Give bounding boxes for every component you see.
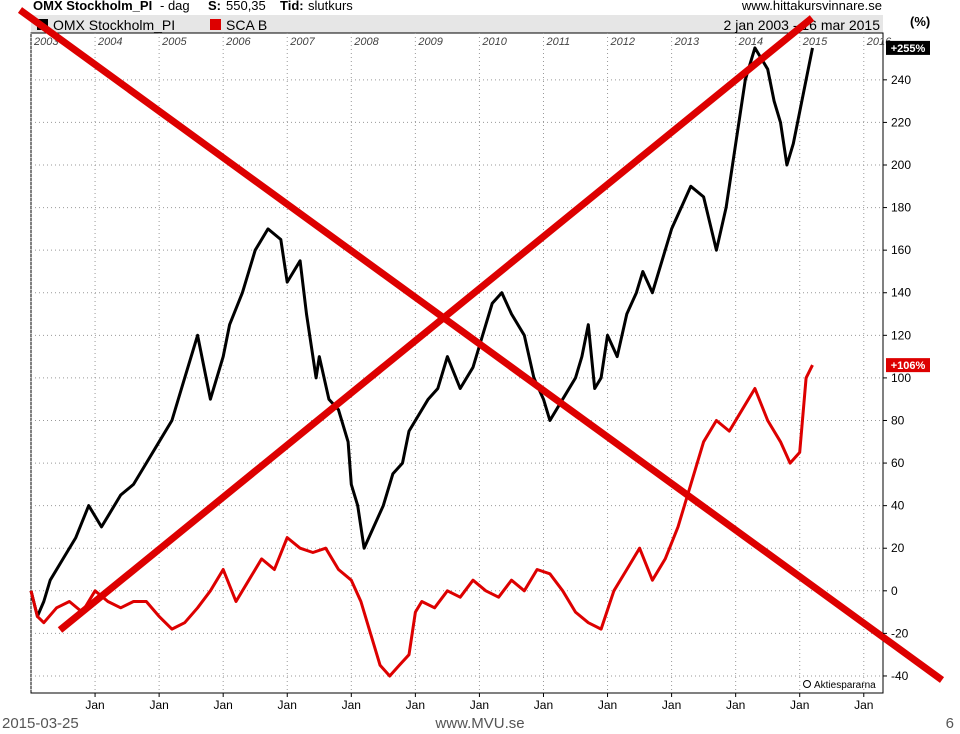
year-label: 2005 [161,36,187,48]
x-tick-label: Jan [726,698,745,712]
unit-label: (%) [910,14,930,29]
footer-page: 6 [945,715,954,732]
end-badge-box [886,40,930,55]
year-label: 2011 [545,36,570,48]
year-label: 2004 [97,36,122,48]
x-tick-label: Jan [406,698,425,712]
chart-svg: OMX Stockholm_PI - dag S: 550,35 Tid: sl… [17,0,945,712]
year-label: 2012 [610,36,635,48]
y-tick-label: -20 [891,626,909,640]
year-label: 2014 [738,36,763,48]
year-label: 2007 [289,36,315,48]
x-tick-label: Jan [598,698,617,712]
legend-bar [31,15,883,33]
period-label: - dag [160,0,190,13]
tid-label: Tid: [280,0,304,13]
y-tick-label: 140 [891,286,911,300]
cross-annotation [17,7,945,683]
plot-area [30,32,884,694]
y-tick-label: 80 [891,413,905,427]
y-tick-label: -40 [891,669,909,683]
legend-swatch-sca [210,19,221,30]
x-tick-label: Jan [790,698,809,712]
x-tick-label: Jan [85,698,104,712]
site-label: www.hittakursvinnare.se [741,0,882,13]
instrument-title: OMX Stockholm_PI [33,0,152,13]
series-line-sca [29,364,814,678]
x-tick-label: Jan [470,698,489,712]
y-tick-label: 240 [891,73,911,87]
watermark-text: Aktiespararna [814,680,876,691]
series-lines [29,46,814,678]
x-axis: Jan Jan Jan Jan Jan Jan Jan Jan Jan Jan Jan Jan Jan [85,693,873,712]
year-label: 2016 [866,36,892,48]
y-tick-label: 160 [891,243,911,257]
s-label: S: [208,0,221,13]
x-tick-label: Jan [342,698,361,712]
end-badge-label: +106% [891,360,926,372]
year-labels: 2003 2004 2005 2006 2007 2008 2009 2010 2011 2012… [33,36,892,48]
end-badge-label: +255% [891,43,926,55]
series-line-omx [29,46,814,618]
year-label: 2003 [33,36,59,48]
x-tick-label: Jan [854,698,873,712]
y-tick-label: 0 [891,584,898,598]
y-tick-label: 40 [891,499,905,513]
year-label: 2015 [802,36,828,48]
year-label: 2008 [353,36,379,48]
y-tick-label: 200 [891,158,911,172]
year-label: 2010 [481,36,507,48]
footer-date: 2015-03-25 [2,715,79,732]
y-tick-label: 220 [891,115,911,129]
y-tick-label: 60 [891,456,905,470]
x-tick-label: Jan [214,698,233,712]
x-tick-label: Jan [149,698,168,712]
footer-site: www.MVU.se [435,715,525,732]
cross-line-ascending [57,15,815,633]
legend-label-sca: SCA B [226,17,267,33]
chart-header: OMX Stockholm_PI - dag S: 550,35 Tid: sl… [33,0,930,29]
legend-label-omx: OMX Stockholm_PI [53,17,175,33]
watermark-icon [803,680,811,688]
tid-value: slutkurs [308,0,353,13]
y-tick-label: 180 [891,201,911,215]
year-label: 2009 [417,36,442,48]
y-axis: -40 -20 0 20 40 60 80 100 120 140 160 180 200 220 240 [883,73,911,683]
end-badges: +255% +106% [886,40,930,373]
y-tick-label: 120 [891,328,911,342]
s-value: 550,35 [226,0,266,13]
cross-line-descending [17,7,945,683]
y-tick-label: 100 [891,371,911,385]
watermark: Aktiespararna [803,680,876,691]
x-tick-label: Jan [534,698,553,712]
end-badge-box [886,358,930,373]
x-tick-label: Jan [278,698,297,712]
year-label: 2006 [225,36,251,48]
x-tick-label: Jan [662,698,681,712]
year-label: 2013 [674,36,700,48]
y-tick-label: 20 [891,541,905,555]
